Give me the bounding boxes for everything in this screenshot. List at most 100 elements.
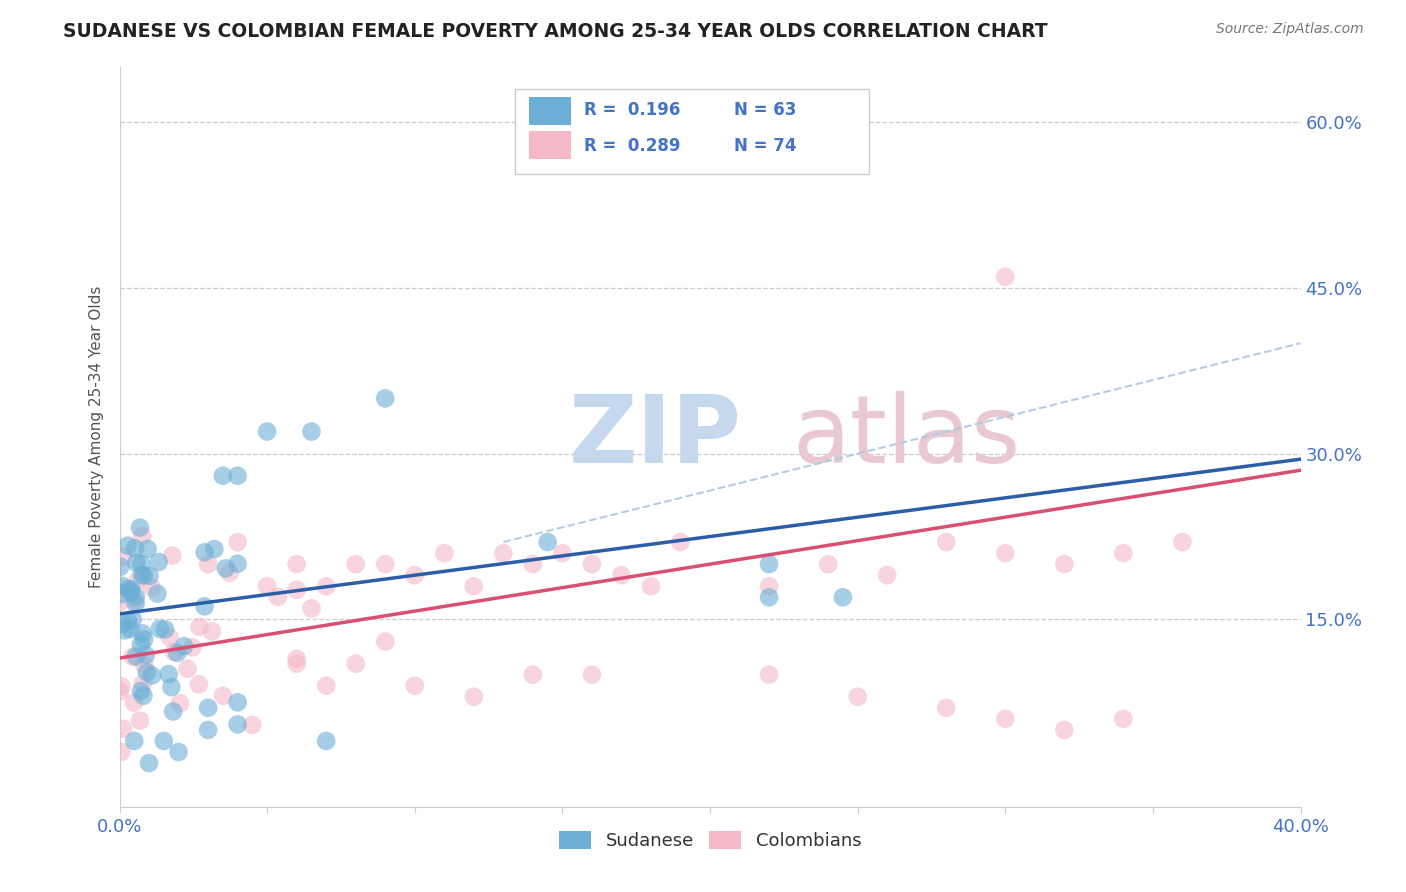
- Point: [315, 579, 337, 593]
- Point: [149, 622, 172, 636]
- Point: [110, 679, 132, 693]
- Point: [194, 545, 217, 559]
- Point: [640, 579, 662, 593]
- Point: [344, 557, 367, 571]
- Text: SUDANESE VS COLOMBIAN FEMALE POVERTY AMONG 25-34 YEAR OLDS CORRELATION CHART: SUDANESE VS COLOMBIAN FEMALE POVERTY AMO…: [63, 22, 1047, 41]
- Point: [135, 648, 157, 662]
- Point: [285, 657, 308, 671]
- Point: [153, 734, 174, 748]
- Point: [136, 541, 159, 556]
- Point: [201, 624, 224, 639]
- Point: [129, 684, 152, 698]
- Point: [758, 579, 780, 593]
- Point: [522, 667, 544, 681]
- Point: [374, 634, 396, 648]
- Point: [581, 667, 603, 681]
- Point: [120, 585, 142, 599]
- Point: [131, 568, 153, 582]
- Point: [817, 557, 839, 571]
- Point: [125, 556, 148, 570]
- Point: [935, 535, 957, 549]
- Point: [1053, 557, 1076, 571]
- Point: [146, 586, 169, 600]
- Point: [117, 539, 139, 553]
- Point: [215, 561, 238, 575]
- Point: [121, 582, 143, 597]
- Point: [758, 667, 780, 681]
- Point: [301, 425, 323, 439]
- Point: [124, 734, 146, 748]
- Point: [374, 557, 396, 571]
- Point: [202, 542, 225, 557]
- Point: [301, 601, 323, 615]
- Point: [1112, 546, 1135, 560]
- Point: [187, 677, 209, 691]
- Point: [188, 620, 211, 634]
- Point: [193, 599, 215, 614]
- Point: [256, 579, 278, 593]
- Point: [131, 529, 153, 543]
- Point: [197, 723, 219, 737]
- Point: [218, 566, 240, 580]
- Point: [758, 591, 780, 605]
- Point: [111, 617, 134, 632]
- Point: [1053, 723, 1076, 737]
- Point: [433, 546, 456, 560]
- Point: [129, 638, 152, 652]
- Text: N = 74: N = 74: [734, 137, 796, 155]
- Text: N = 63: N = 63: [734, 101, 796, 119]
- FancyBboxPatch shape: [515, 89, 869, 174]
- Point: [846, 690, 869, 704]
- Point: [162, 549, 184, 563]
- Point: [173, 639, 195, 653]
- Point: [162, 705, 184, 719]
- Point: [111, 579, 134, 593]
- Point: [124, 597, 146, 611]
- Point: [226, 535, 249, 549]
- Point: [108, 684, 131, 698]
- Point: [285, 652, 308, 666]
- FancyBboxPatch shape: [529, 131, 571, 160]
- Point: [404, 568, 426, 582]
- Point: [163, 645, 186, 659]
- Point: [581, 557, 603, 571]
- Point: [463, 690, 485, 704]
- Point: [536, 535, 558, 549]
- Point: [1112, 712, 1135, 726]
- Y-axis label: Female Poverty Among 25-34 Year Olds: Female Poverty Among 25-34 Year Olds: [89, 286, 104, 588]
- Point: [141, 581, 163, 595]
- Point: [1171, 535, 1194, 549]
- Point: [404, 679, 426, 693]
- Point: [134, 657, 156, 672]
- Point: [121, 612, 143, 626]
- Point: [131, 626, 153, 640]
- Point: [125, 590, 148, 604]
- Point: [118, 582, 141, 596]
- Text: R =  0.196: R = 0.196: [583, 101, 681, 119]
- Text: R =  0.289: R = 0.289: [583, 137, 681, 155]
- Point: [117, 614, 139, 628]
- Point: [169, 696, 191, 710]
- Point: [197, 557, 219, 571]
- Point: [374, 392, 396, 406]
- Point: [167, 745, 190, 759]
- Point: [134, 632, 156, 647]
- Point: [758, 557, 780, 571]
- Point: [240, 718, 263, 732]
- Text: atlas: atlas: [793, 391, 1021, 483]
- Point: [138, 756, 160, 770]
- Point: [285, 557, 308, 571]
- Point: [166, 646, 188, 660]
- Point: [226, 557, 249, 571]
- Point: [256, 425, 278, 439]
- Point: [111, 587, 134, 601]
- Point: [522, 557, 544, 571]
- Point: [111, 549, 134, 564]
- Point: [120, 622, 142, 636]
- Point: [832, 591, 855, 605]
- Point: [212, 689, 235, 703]
- Point: [132, 676, 155, 690]
- Point: [108, 595, 131, 609]
- Point: [994, 712, 1017, 726]
- Point: [129, 714, 152, 728]
